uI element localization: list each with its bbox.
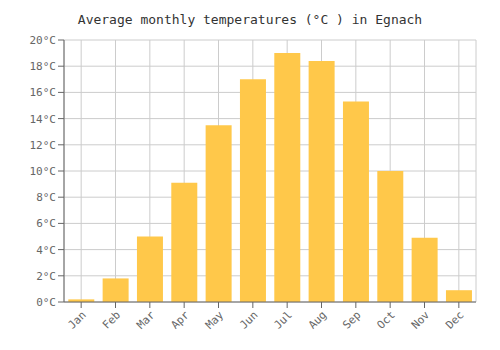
svg-text:Mar: Mar — [134, 308, 158, 332]
svg-text:Sep: Sep — [340, 308, 363, 331]
svg-text:12°C: 12°C — [30, 139, 57, 152]
svg-text:14°C: 14°C — [30, 113, 57, 126]
svg-text:Jun: Jun — [237, 308, 260, 331]
svg-text:4°C: 4°C — [36, 244, 56, 257]
svg-text:10°C: 10°C — [30, 165, 57, 178]
svg-text:Jul: Jul — [272, 308, 295, 331]
svg-text:20°C: 20°C — [30, 34, 57, 47]
svg-text:Nov: Nov — [409, 308, 433, 332]
svg-text:18°C: 18°C — [30, 60, 57, 73]
svg-text:Jan: Jan — [66, 308, 89, 331]
svg-text:Oct: Oct — [375, 308, 398, 331]
svg-text:0°C: 0°C — [36, 296, 56, 309]
svg-text:Aug: Aug — [306, 308, 329, 331]
html-text:Average monthly temperatures (: Average monthly temperatures (°C ) in Eg… — [77, 12, 423, 27]
svg-text:16°C: 16°C — [30, 86, 57, 99]
svg-text:2°C: 2°C — [36, 270, 56, 283]
svg-text:Dec: Dec — [443, 308, 466, 331]
svg-text:6°C: 6°C — [36, 217, 56, 230]
svg-text:8°C: 8°C — [36, 191, 56, 204]
svg-text:Apr: Apr — [169, 308, 193, 332]
svg-text:May: May — [203, 308, 227, 332]
svg-text:Feb: Feb — [100, 308, 123, 331]
